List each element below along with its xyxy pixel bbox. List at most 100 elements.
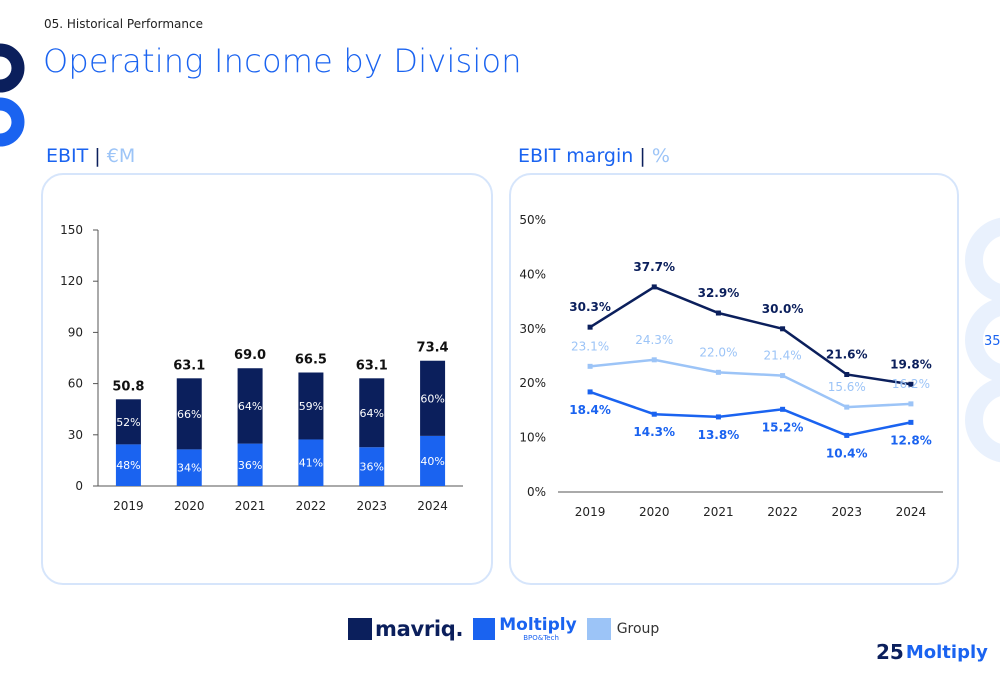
data-point-mavriq: [780, 326, 786, 332]
y-tick-label: 10%: [519, 431, 546, 445]
legend-item-group: Group: [586, 618, 660, 640]
legend-swatch-group: [586, 618, 611, 640]
data-point-mavriq: [908, 381, 914, 387]
legend-item-moltiply: Moltiply BPO&Tech: [473, 614, 577, 642]
data-label-mavriq: 19.8%: [890, 357, 932, 371]
data-label-moltiply: 18.4%: [569, 403, 611, 417]
bar-total-label: 66.5: [295, 353, 327, 368]
y-tick-label: 30: [68, 428, 83, 442]
x-tick-label: 2021: [235, 499, 266, 513]
y-tick-label: 20%: [519, 376, 546, 390]
data-label-moltiply: 12.8%: [890, 433, 932, 447]
x-tick-label: 2020: [639, 505, 670, 519]
bar-segment-mavriq: [359, 378, 385, 448]
legend-moltiply-sub: BPO&Tech: [523, 633, 559, 642]
data-label-group: 16.2%: [892, 377, 930, 391]
data-label-group: 15.6%: [828, 380, 866, 394]
legend-moltiply-name: Moltiply: [499, 614, 577, 635]
bar-share-label-moltiply: 36%: [360, 461, 384, 474]
bar-segment-moltiply: [359, 447, 385, 486]
y-tick-label: 50%: [519, 213, 546, 227]
bar-share-label-moltiply: 40%: [420, 455, 444, 468]
bar-segment-moltiply: [237, 443, 263, 486]
bar-segment-moltiply: [420, 435, 446, 486]
data-point-group: [651, 357, 657, 363]
x-tick-label: 2020: [174, 499, 205, 513]
bar-share-label-mavriq: 66%: [177, 408, 201, 421]
bar-segment-mavriq: [298, 372, 324, 440]
data-label-mavriq: 30.3%: [569, 300, 611, 314]
bar-share-label-mavriq: 52%: [116, 416, 140, 429]
bar-share-label-moltiply: 34%: [177, 462, 201, 475]
ebit-bar-chart: 0 30 60 90 120 150 48% 52% 50.8 2019 34% 66% 63.1 202…: [60, 223, 463, 513]
bar-share-label-mavriq: 64%: [360, 407, 384, 420]
x-tick-label: 2022: [296, 499, 327, 513]
series-line-mavriq: [589, 285, 912, 386]
bar-share-label-mavriq: 64%: [238, 400, 262, 413]
y-tick-label: 60: [68, 377, 83, 391]
legend-label-group: Group: [616, 621, 660, 637]
bar-total-label: 69.0: [234, 348, 266, 363]
legend-label-moltiply: Moltiply BPO&Tech: [499, 614, 577, 642]
data-point-mavriq: [587, 324, 593, 330]
ebit-chart-panel: 0 30 60 90 120 150 48% 52% 50.8 2019 34% 66% 63.1 202…: [41, 173, 493, 585]
x-tick-label: 2019: [575, 505, 606, 519]
data-label-mavriq: 37.7%: [633, 260, 675, 274]
y-tick-label: 90: [68, 325, 83, 339]
data-label-moltiply: 13.8%: [698, 428, 740, 442]
data-point-moltiply: [780, 406, 786, 412]
x-tick-label: 2019: [113, 499, 144, 513]
section-label: 05. Historical Performance: [44, 17, 203, 31]
data-label-group: 24.3%: [635, 333, 673, 347]
bar-total-label: 73.4: [417, 341, 449, 356]
data-point-moltiply: [844, 432, 850, 438]
y-tick-label: 40%: [519, 267, 546, 281]
margin-title-unit: %: [651, 145, 670, 167]
legend-swatch-mavriq: [348, 618, 372, 640]
bar-total-label: 63.1: [356, 358, 388, 373]
x-tick-label: 2024: [417, 499, 448, 513]
ebit-title-main: EBIT: [46, 145, 89, 167]
bar-share-label-moltiply: 48%: [116, 459, 140, 472]
bar-share-label-mavriq: 59%: [299, 400, 323, 413]
x-tick-label: 2021: [703, 505, 734, 519]
data-point-moltiply: [651, 411, 657, 417]
legend: mavriq. Moltiply BPO&Tech Group: [348, 616, 669, 642]
bar-segment-mavriq: [237, 368, 263, 444]
data-point-group: [715, 369, 721, 375]
side-number: 35: [984, 334, 1000, 349]
corner-logo-name: Moltiply: [905, 641, 988, 663]
legend-swatch-moltiply: [473, 618, 496, 640]
y-tick-label: 0%: [527, 485, 546, 499]
corner-logo: 25 Moltiply: [876, 640, 988, 664]
y-tick-label: 0: [75, 479, 83, 493]
data-label-mavriq: 32.9%: [698, 286, 740, 300]
data-label-mavriq: 21.6%: [826, 347, 868, 361]
margin-chart-title: EBIT margin | %: [518, 145, 670, 167]
bar-total-label: 63.1: [173, 358, 205, 373]
x-tick-label: 2023: [356, 499, 387, 513]
data-label-group: 23.1%: [571, 339, 609, 353]
data-label-mavriq: 30.0%: [762, 302, 804, 316]
bar-total-label: 50.8: [112, 379, 144, 394]
bar-share-label-moltiply: 41%: [299, 457, 323, 470]
legend-item-mavriq: mavriq.: [348, 617, 464, 641]
y-tick-label: 150: [60, 223, 83, 237]
decorative-rings-right: [965, 217, 1000, 463]
bar-share-label-mavriq: 60%: [420, 392, 444, 405]
legend-label-mavriq: mavriq.: [375, 617, 464, 641]
data-point-group: [587, 363, 593, 369]
bar-segment-mavriq: [176, 378, 202, 450]
x-tick-label: 2022: [767, 505, 798, 519]
ebit-title-unit: €M: [106, 145, 136, 167]
data-point-group: [908, 401, 914, 407]
data-point-mavriq: [715, 310, 721, 316]
bar-segment-moltiply: [176, 449, 202, 486]
bar-share-label-moltiply: 36%: [238, 459, 262, 472]
margin-line-chart: 0% 10% 20% 30% 40% 50% 2019 2020 2021 2022 2023 202…: [519, 213, 943, 519]
bar-segment-moltiply: [298, 439, 324, 486]
data-label-group: 21.4%: [764, 349, 802, 363]
data-label-moltiply: 14.3%: [633, 425, 675, 439]
bar-segment-mavriq: [115, 399, 141, 445]
data-point-mavriq: [651, 284, 657, 290]
